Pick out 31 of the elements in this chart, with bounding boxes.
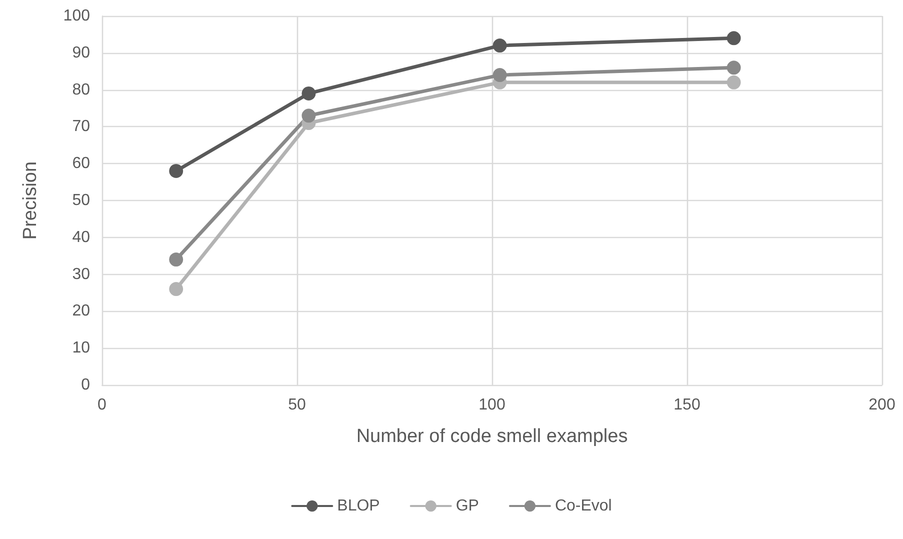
point <box>169 164 184 178</box>
y-tick-label: 80 <box>72 81 90 98</box>
y-tick-label: 30 <box>72 266 90 283</box>
y-tick-label: 40 <box>72 228 90 246</box>
point <box>492 38 507 53</box>
x-tick-label: 150 <box>674 396 700 414</box>
x-tick-label: 100 <box>478 396 506 414</box>
point <box>726 75 741 90</box>
x-tick-label: 50 <box>288 396 306 414</box>
point <box>726 31 741 46</box>
point <box>169 252 184 267</box>
point <box>726 60 741 75</box>
point <box>302 108 316 123</box>
point <box>492 68 507 82</box>
y-tick-label: 20 <box>72 302 90 320</box>
point <box>169 282 184 296</box>
y-tick-label: 90 <box>72 44 90 62</box>
legend-label: GP <box>456 498 479 514</box>
y-tick-label: 60 <box>72 155 90 172</box>
point <box>302 86 316 100</box>
x-axis-title: Number of code smell examples <box>356 426 628 447</box>
y-axis-title: Precision <box>20 161 41 240</box>
legend-label: Co-Evol <box>554 498 612 514</box>
y-tick-label: 70 <box>72 118 90 136</box>
x-tick-label: 200 <box>868 396 896 414</box>
y-tick-label: 0 <box>81 376 90 394</box>
y-tick-label: 50 <box>72 192 90 209</box>
x-tick-label: 0 <box>98 396 107 414</box>
y-tick-label: 10 <box>72 340 90 357</box>
y-tick-label: 100 <box>63 8 90 24</box>
legend-label: BLOP <box>337 498 380 514</box>
